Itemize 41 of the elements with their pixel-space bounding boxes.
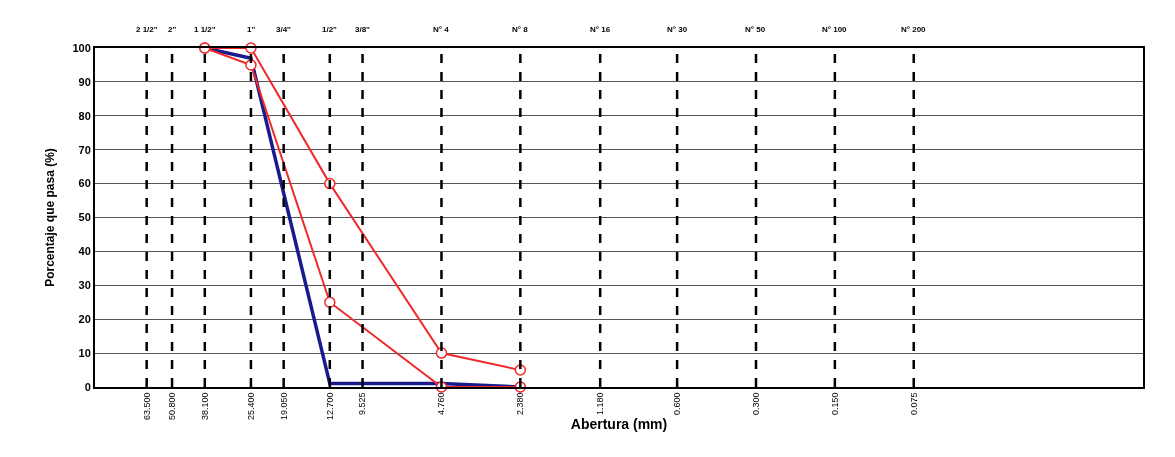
- y-axis-title: Porcentaje que pasa (%): [43, 148, 58, 287]
- x-tick-label: 12.700: [324, 392, 335, 421]
- annotation: 1": [247, 25, 256, 34]
- x-tick-label: 4.760: [436, 392, 447, 416]
- y-tick-label: 80: [78, 109, 91, 122]
- x-axis-title: Abertura (mm): [570, 415, 668, 432]
- annotation: N° 100: [822, 25, 848, 34]
- y-tick-label: 10: [78, 346, 91, 359]
- x-tick-label: 63.500: [141, 392, 152, 421]
- x-tick-label: 2.380: [515, 392, 526, 416]
- y-tick-label: 30: [78, 279, 91, 292]
- x-tick-label: 0.300: [750, 392, 761, 416]
- annotation: N° 16: [590, 25, 611, 34]
- y-tick-label: 20: [78, 313, 91, 326]
- annotation: N° 30: [667, 25, 688, 34]
- annotation: N° 4: [433, 25, 450, 34]
- x-tick-label: 50.800: [166, 392, 177, 421]
- x-tick-label: 0.075: [908, 392, 919, 416]
- y-tick-label: 0: [84, 380, 91, 393]
- annotation: 3/4": [276, 25, 292, 34]
- x-tick-label: 25.400: [245, 392, 256, 421]
- y-tick-label: 70: [78, 143, 91, 156]
- annotation: N° 8: [512, 25, 529, 34]
- annotation: N° 200: [901, 25, 927, 34]
- x-tick-label: 9.525: [357, 392, 368, 416]
- y-tick-label: 90: [78, 75, 91, 88]
- y-tick-label: 40: [78, 245, 91, 258]
- annotation: 3/8": [355, 25, 371, 34]
- annotation: 2": [168, 25, 177, 34]
- y-tick-label: 50: [78, 211, 91, 224]
- x-tick-label: 19.050: [278, 392, 289, 421]
- x-tick-label: 38.100: [199, 392, 210, 421]
- x-tick-label: 0.150: [829, 392, 840, 416]
- annotation: N° 50: [745, 25, 766, 34]
- x-tick-label: 1.180: [595, 392, 606, 416]
- annotation: 1 1/2": [194, 25, 216, 34]
- y-tick-label: 60: [78, 177, 91, 190]
- y-tick-label: 100: [72, 41, 91, 54]
- annotation: 2 1/2": [136, 25, 158, 34]
- annotation: 1/2": [322, 25, 338, 34]
- x-tick-label: 0.600: [672, 392, 683, 416]
